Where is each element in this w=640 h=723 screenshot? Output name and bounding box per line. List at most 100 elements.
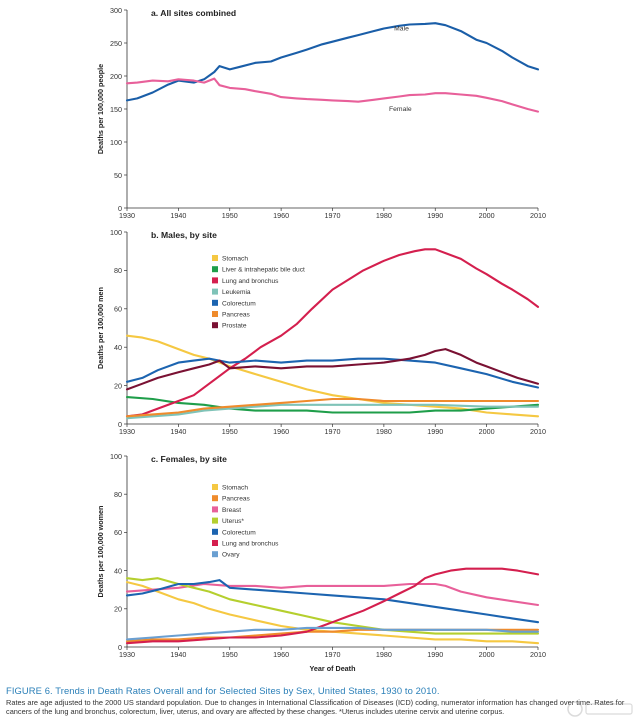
panel-2-legend-label-pancreas: Pancreas <box>222 312 251 319</box>
panel-1-x-tick-label: 1980 <box>376 211 392 220</box>
panel-3-series-lung-and-bronchus-line <box>125 567 540 645</box>
panel-3-x-tick-label: 1930 <box>119 650 135 659</box>
panel-1-series-male-line <box>125 22 540 102</box>
panel-3-x-tick-label: 2000 <box>479 650 495 659</box>
panel-2-legend-label-lung-and-bronchus: Lung and bronchus <box>222 278 279 285</box>
panel-2-y-tick-label: 0 <box>118 420 122 429</box>
panel-3-series-ovary-line <box>125 626 540 641</box>
panel-1-y-tick-label: 300 <box>110 6 122 15</box>
figure-caption: FIGURE 6. Trends in Death Rates Overall … <box>6 685 634 717</box>
panel-2-legend-label-colorectum: Colorectum <box>222 300 256 307</box>
panel-3-legend-label-stomach: Stomach <box>222 485 248 492</box>
panel-2-series-leukemia-line <box>125 403 540 420</box>
panel-1-y-tick-label: 150 <box>110 105 122 114</box>
panel-2-legend-label-liver-intrahepatic-bile-duct: Liver & intrahepatic bile duct <box>222 267 305 274</box>
panel-1-x-tick-label: 1950 <box>222 211 238 220</box>
caption-title: FIGURE 6. Trends in Death Rates Overall … <box>6 685 440 696</box>
panel-3-y-tick-label: 20 <box>114 605 122 614</box>
panel-3-legend-swatch-colorectum <box>212 528 218 535</box>
panel-3-x-tick-label: 2010 <box>530 650 546 659</box>
watermark-logo <box>567 701 633 717</box>
panel-1-y-tick-label: 200 <box>110 72 122 81</box>
panel-2-legend-swatch-colorectum <box>212 299 218 306</box>
panel-2-series-pancreas-line <box>125 397 540 418</box>
panel-1-x-tick-label: 1990 <box>427 211 443 220</box>
panel-3-x-tick-label: 1950 <box>222 650 238 659</box>
panel-3-legend-swatch-lung-and-bronchus <box>212 540 218 546</box>
panel-2-series-lung-and-bronchus-line <box>125 248 540 418</box>
panel-2-y-tick-label: 60 <box>114 305 122 314</box>
panel-3-legend-label-ovary: Ovary <box>222 552 240 559</box>
panel-2-x-tick-label: 2000 <box>479 427 495 436</box>
panel-1-x-tick-label: 2010 <box>530 211 546 220</box>
panel-2-y-axis-label: Deaths per 100,000 men <box>96 287 105 369</box>
panel-1-series-label-male: Male <box>394 25 409 32</box>
panel-2-title: b. Males, by site <box>151 230 217 240</box>
panel-3-x-tick-label: 1980 <box>376 650 392 659</box>
panel-3-legend-label-lung-and-bronchus: Lung and bronchus <box>222 541 279 548</box>
panel-2-y-tick-label: 40 <box>114 343 122 352</box>
panel-1-title: a. All sites combined <box>151 8 236 18</box>
panel-1-y-tick-label: 50 <box>114 171 122 180</box>
panel-2-y-tick-label: 100 <box>110 228 122 237</box>
panel-3-y-tick-label: 100 <box>110 452 122 461</box>
panel-3-series-uterus-line <box>125 577 540 635</box>
panel-2-x-tick-label: 1940 <box>170 427 186 436</box>
panel-3-y-tick-label: 80 <box>114 490 122 499</box>
panel-2-x-tick-label: 2010 <box>530 427 546 436</box>
panel-3-legend-swatch-ovary <box>212 551 218 558</box>
panel-2-series-prostate-line <box>125 348 540 391</box>
panel-3-legend-label-uterus: Uterus* <box>222 518 244 525</box>
panel-2-legend-swatch-pancreas <box>212 311 218 317</box>
panel-3-title: c. Females, by site <box>151 454 227 464</box>
panel-3-x-tick-label: 1940 <box>170 650 186 659</box>
panel-3-x-tick-label: 1970 <box>325 650 341 659</box>
panel-2-legend-swatch-stomach <box>212 255 218 261</box>
panel-2-x-tick-label: 1930 <box>119 427 135 436</box>
panel-1-x-tick-label: 1970 <box>325 211 341 220</box>
panel-3-legend-label-pancreas: Pancreas <box>222 496 251 503</box>
panel-1-y-tick-label: 0 <box>118 204 122 213</box>
panel-3-legend-swatch-stomach <box>212 484 218 490</box>
panel-3-y-tick-label: 60 <box>114 528 122 537</box>
caption-body: Rates are age adjusted to the 2000 US st… <box>6 698 625 717</box>
panel-1-y-tick-label: 250 <box>110 39 122 48</box>
panel-2-x-tick-label: 1960 <box>273 427 289 436</box>
panel-2-series-liver-intrahepatic-bile-duct-line <box>125 396 540 414</box>
panel-2-y-tick-label: 80 <box>114 266 122 275</box>
panel-1-series-label-female: Female <box>389 106 412 113</box>
panel-1-x-tick-label: 1960 <box>273 211 289 220</box>
panel-3-series-colorectum-line <box>125 579 540 624</box>
panel-2-legend-label-stomach: Stomach <box>222 256 248 263</box>
panel-3-legend-swatch-breast <box>212 506 218 513</box>
panel-3-legend-swatch-pancreas <box>212 495 218 502</box>
panel-2-legend-swatch-leukemia <box>212 288 218 295</box>
panel-2-x-tick-label: 1970 <box>325 427 341 436</box>
panel-3-legend-swatch-uterus <box>212 517 218 524</box>
panel-3-series-breast-line <box>125 582 540 607</box>
panel-2-legend-swatch-lung-and-bronchus <box>212 277 218 284</box>
panel-2-legend-swatch-liver-intrahepatic-bile-duct <box>212 266 218 273</box>
panel-3-y-tick-label: 40 <box>114 566 122 575</box>
panel-1-x-tick-label: 2000 <box>479 211 495 220</box>
panel-2-legend-label-leukemia: Leukemia <box>222 289 251 296</box>
panel-2-y-tick-label: 20 <box>114 381 122 390</box>
panel-3-x-tick-label: 1990 <box>427 650 443 659</box>
panel-2-legend-swatch-prostate <box>212 322 218 329</box>
panel-2-x-tick-label: 1980 <box>376 427 392 436</box>
panel-2-legend-label-prostate: Prostate <box>222 323 247 330</box>
panel-1-x-tick-label: 1940 <box>170 211 186 220</box>
panel-2-series-colorectum-line <box>125 357 540 389</box>
panel-3-x-axis-label: Year of Death <box>310 664 356 673</box>
panel-3-y-axis-label: Deaths per 100,000 women <box>96 506 105 598</box>
panel-3-series-stomach-line <box>125 581 540 645</box>
panel-3-legend-label-breast: Breast <box>222 507 241 514</box>
panel-3-legend-label-colorectum: Colorectum <box>222 529 256 536</box>
panel-1-y-tick-label: 100 <box>110 138 122 147</box>
panel-1-x-tick-label: 1930 <box>119 211 135 220</box>
panel-2-x-tick-label: 1990 <box>427 427 443 436</box>
panel-3-x-tick-label: 1960 <box>273 650 289 659</box>
panel-2-series-stomach-line <box>125 334 540 418</box>
panel-3-y-tick-label: 0 <box>118 643 122 652</box>
